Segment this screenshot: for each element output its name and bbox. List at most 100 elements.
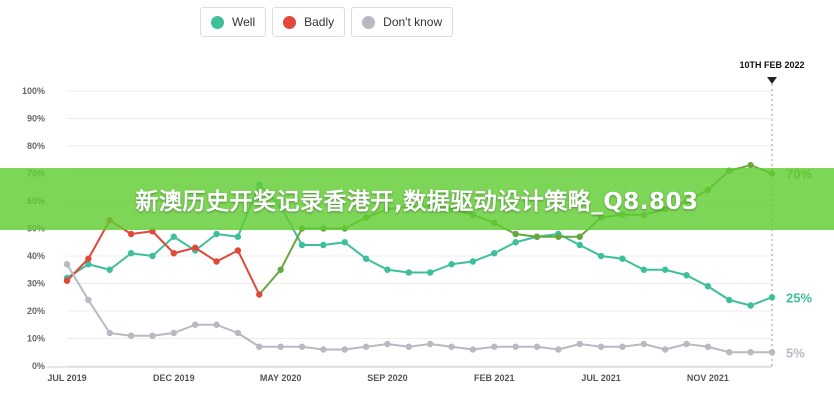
- legend-item-badly[interactable]: Badly: [272, 7, 346, 37]
- point-dont-know: [683, 340, 690, 348]
- y-tick-label: 20%: [27, 306, 45, 316]
- point-well: [234, 233, 242, 240]
- y-tick-label: 80%: [27, 141, 45, 151]
- point-dont-know: [63, 261, 71, 268]
- point-well: [640, 266, 648, 273]
- overlay-banner: 新澳历史开奖记录香港开,数据驱动设计策略_Q8.803: [0, 168, 834, 230]
- y-tick-label: 40%: [27, 251, 45, 261]
- legend: Well Badly Don't know: [200, 7, 454, 37]
- point-badly: [234, 247, 242, 254]
- point-dont-know: [747, 349, 754, 356]
- point-well: [469, 258, 477, 265]
- point-well: [320, 241, 327, 249]
- point-dont-know: [234, 329, 242, 337]
- point-badly: [170, 250, 178, 257]
- point-dont-know: [405, 343, 413, 350]
- point-well: [362, 255, 370, 262]
- point-well: [661, 266, 669, 273]
- x-tick-label: JUL 2021: [581, 373, 620, 383]
- point-dont-know: [469, 346, 477, 353]
- point-dont-know: [576, 340, 583, 348]
- banner-text: 新澳历史开奖记录香港开,数据驱动设计策略_Q8.803: [135, 189, 699, 215]
- date-marker-label: 10TH FEB 2022: [739, 60, 804, 70]
- point-dont-know: [127, 332, 135, 339]
- point-badly: [85, 255, 92, 262]
- point-well: [704, 283, 712, 290]
- legend-item-dont-know[interactable]: Don't know: [351, 7, 454, 37]
- y-tick-label: 10%: [27, 334, 45, 344]
- legend-dot-well: [211, 15, 224, 29]
- legend-dot-badly: [283, 15, 297, 29]
- point-dont-know: [768, 349, 776, 356]
- point-well: [683, 272, 690, 279]
- x-tick-label: SEP 2020: [367, 373, 407, 383]
- point-dont-know: [384, 340, 391, 348]
- point-dont-know: [106, 329, 113, 337]
- legend-label-badly: Badly: [304, 15, 335, 29]
- point-badly: [576, 233, 583, 240]
- point-well: [448, 261, 455, 268]
- point-dont-know: [619, 343, 626, 350]
- point-dont-know: [426, 340, 434, 348]
- point-dont-know: [191, 321, 199, 328]
- point-badly: [277, 266, 284, 273]
- series-line-dont-know: [66, 263, 772, 354]
- point-dont-know: [362, 343, 370, 350]
- y-tick-label: 100%: [22, 86, 45, 96]
- point-dont-know: [555, 346, 562, 353]
- point-well: [726, 296, 733, 304]
- point-dont-know: [704, 343, 712, 350]
- point-well: [405, 269, 413, 276]
- point-badly: [191, 244, 199, 251]
- point-well: [768, 294, 776, 301]
- point-dont-know: [640, 340, 648, 348]
- point-well: [149, 252, 156, 260]
- y-tick-label: 90%: [27, 114, 45, 124]
- point-well: [619, 255, 626, 262]
- end-label: 25%: [786, 290, 812, 305]
- point-well: [491, 250, 498, 257]
- point-well: [127, 250, 135, 257]
- point-well: [106, 266, 113, 273]
- point-dont-know: [533, 343, 541, 350]
- point-dont-know: [277, 343, 284, 350]
- series-line-badly-red: [66, 219, 261, 295]
- date-marker-arrow: [767, 77, 777, 84]
- point-dont-know: [85, 296, 92, 304]
- legend-dot-dont-know: [362, 15, 376, 29]
- y-tick-label: 0%: [32, 361, 45, 371]
- point-dont-know: [448, 343, 455, 350]
- point-badly: [213, 258, 220, 265]
- point-dont-know: [661, 346, 669, 353]
- point-well: [576, 241, 583, 249]
- point-dont-know: [149, 332, 156, 339]
- point-dont-know: [512, 343, 519, 350]
- point-well: [170, 233, 178, 240]
- point-badly: [555, 233, 562, 240]
- end-label: 5%: [786, 345, 805, 360]
- legend-item-well[interactable]: Well: [200, 7, 267, 37]
- x-tick-label: FEB 2021: [474, 373, 515, 383]
- point-dont-know: [341, 346, 348, 353]
- point-well: [213, 230, 220, 238]
- point-dont-know: [256, 343, 263, 350]
- point-badly: [63, 277, 71, 284]
- point-well: [341, 239, 348, 246]
- point-dont-know: [170, 329, 178, 337]
- point-badly: [512, 230, 519, 238]
- point-well: [298, 241, 306, 249]
- point-dont-know: [597, 343, 605, 350]
- point-dont-know: [491, 343, 498, 350]
- point-badly: [127, 230, 135, 238]
- x-tick-label: MAY 2020: [260, 373, 302, 383]
- series-line-well: [66, 183, 773, 307]
- x-tick-label: NOV 2021: [687, 373, 729, 383]
- legend-label-dont-know: Don't know: [383, 15, 443, 29]
- point-dont-know: [726, 349, 733, 356]
- point-badly: [256, 291, 263, 298]
- point-well: [426, 269, 434, 276]
- point-well: [384, 266, 391, 273]
- point-dont-know: [320, 346, 327, 353]
- point-well: [85, 261, 92, 268]
- point-well: [597, 252, 605, 260]
